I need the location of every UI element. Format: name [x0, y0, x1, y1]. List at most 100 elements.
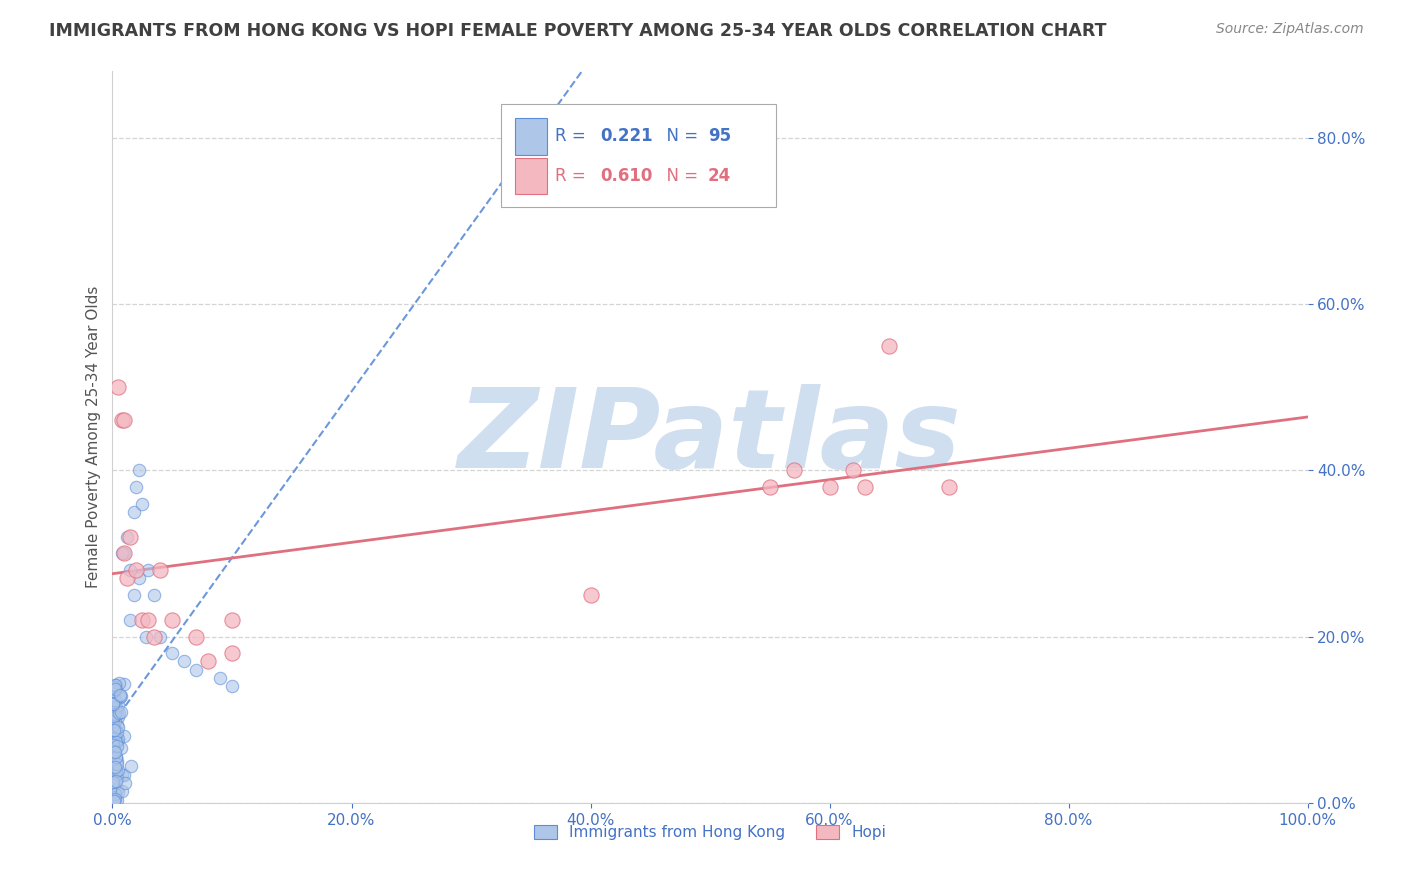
Point	[111, 783, 134, 797]
Point	[104, 682, 127, 697]
Point	[103, 744, 125, 758]
Point	[101, 711, 124, 725]
Point	[186, 663, 208, 677]
Point	[107, 731, 129, 746]
Text: IMMIGRANTS FROM HONG KONG VS HOPI FEMALE POVERTY AMONG 25-34 YEAR OLDS CORRELATI: IMMIGRANTS FROM HONG KONG VS HOPI FEMALE…	[49, 22, 1107, 40]
Point	[101, 744, 124, 758]
Point	[114, 729, 136, 743]
Point	[104, 750, 127, 764]
Point	[221, 613, 243, 627]
Point	[111, 413, 134, 427]
Text: N =: N =	[657, 128, 703, 145]
Point	[107, 676, 129, 690]
Point	[104, 792, 127, 806]
Point	[108, 690, 131, 704]
Point	[103, 765, 125, 780]
Point	[173, 655, 195, 669]
Point	[105, 739, 128, 754]
Point	[782, 463, 804, 477]
Point	[103, 697, 125, 711]
Point	[879, 338, 901, 352]
Point	[128, 463, 150, 477]
Point	[105, 725, 128, 739]
Point	[108, 706, 131, 721]
Point	[105, 717, 128, 731]
Point	[186, 630, 208, 644]
Point	[114, 546, 135, 560]
Point	[101, 714, 124, 729]
Point	[110, 689, 132, 703]
Point	[818, 480, 841, 494]
Point	[759, 480, 782, 494]
Point	[162, 613, 183, 627]
Text: Source: ZipAtlas.com: Source: ZipAtlas.com	[1216, 22, 1364, 37]
Point	[103, 719, 125, 733]
Point	[104, 731, 127, 746]
Text: 0.610: 0.610	[600, 167, 652, 185]
Point	[114, 546, 135, 560]
Point	[131, 497, 153, 511]
Text: 0.221: 0.221	[600, 128, 652, 145]
Point	[104, 692, 127, 706]
Point	[104, 678, 127, 692]
Point	[103, 734, 125, 748]
Point	[103, 683, 125, 698]
Point	[107, 720, 129, 734]
Point	[842, 463, 865, 477]
Point	[103, 794, 125, 808]
Point	[103, 756, 125, 771]
Point	[101, 778, 124, 792]
Point	[120, 613, 142, 627]
Text: R =: R =	[554, 167, 591, 185]
Point	[107, 763, 129, 777]
Point	[103, 723, 125, 737]
Point	[110, 740, 132, 755]
Point	[104, 707, 127, 722]
Point	[135, 630, 157, 644]
Point	[107, 698, 129, 713]
Point	[103, 698, 125, 712]
Point	[120, 759, 142, 773]
Point	[105, 756, 128, 771]
Point	[104, 714, 127, 729]
Point	[105, 700, 128, 714]
Point	[209, 671, 232, 685]
Point	[120, 563, 142, 577]
Point	[138, 613, 160, 627]
Point	[114, 413, 135, 427]
Point	[197, 655, 219, 669]
Point	[107, 706, 129, 720]
Point	[143, 588, 166, 602]
Point	[162, 646, 183, 660]
Point	[855, 480, 877, 494]
Point	[104, 787, 127, 801]
Point	[131, 613, 153, 627]
Point	[105, 773, 128, 788]
Point	[107, 733, 129, 747]
Point	[104, 759, 127, 773]
Point	[104, 678, 127, 692]
Point	[125, 563, 148, 577]
Text: N =: N =	[657, 167, 703, 185]
Point	[103, 681, 125, 695]
Point	[103, 790, 125, 805]
Point	[101, 715, 124, 730]
Text: 24: 24	[707, 167, 731, 185]
Point	[128, 571, 150, 585]
FancyBboxPatch shape	[515, 158, 547, 194]
Point	[938, 480, 960, 494]
Point	[105, 682, 128, 697]
Point	[105, 782, 128, 797]
Point	[112, 767, 135, 781]
Point	[138, 563, 160, 577]
Point	[105, 750, 128, 764]
Point	[114, 677, 136, 691]
Point	[101, 752, 124, 766]
Point	[221, 680, 243, 694]
Point	[105, 772, 128, 786]
Point	[107, 710, 129, 724]
Point	[101, 738, 124, 752]
Point	[149, 630, 172, 644]
FancyBboxPatch shape	[501, 104, 776, 207]
Point	[110, 688, 132, 702]
